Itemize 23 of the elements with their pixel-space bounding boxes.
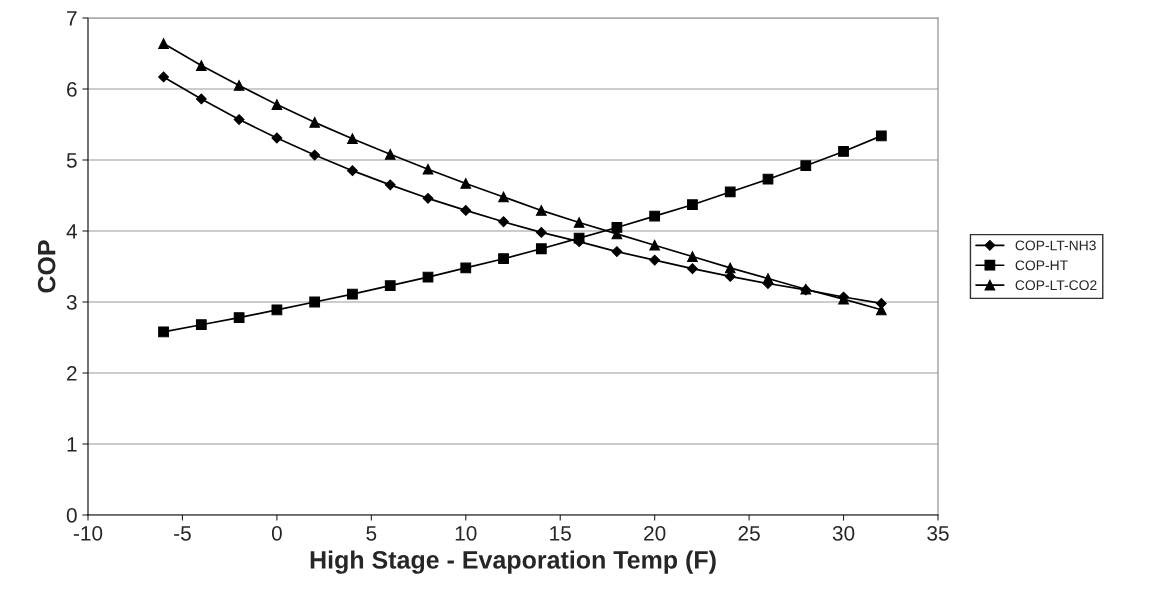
legend-label: COP-HT [1015,260,1068,271]
y-tick-label: 7 [67,11,77,26]
legend-label: COP-LT-NH3 [1015,240,1096,251]
y-tick-label: 0 [66,508,77,523]
x-tick-label: 35 [927,525,949,541]
x-axis-title: High Stage - Evaporation Temp (F) [310,550,716,574]
y-tick-label: 5 [66,153,77,168]
x-tick-label: 30 [832,525,855,541]
x-tick-label: 15 [550,526,571,541]
legend-label: COP-LT-CO2 [1015,280,1097,291]
y-tick-label: 1 [67,437,77,452]
x-tick-label: -10 [73,525,103,541]
y-tick-label: 6 [67,82,77,97]
x-tick-label: 10 [455,525,477,541]
y-tick-label: 2 [67,366,77,381]
x-tick-label: 20 [644,525,666,541]
x-tick-label: 0 [271,525,282,541]
x-tick-label: -5 [174,526,191,541]
y-tick-label: 4 [66,224,77,239]
x-tick-label: 5 [366,526,377,541]
y-axis-title: COP [37,240,56,293]
x-tick-label: 25 [738,525,760,541]
y-tick-label: 3 [66,295,77,310]
